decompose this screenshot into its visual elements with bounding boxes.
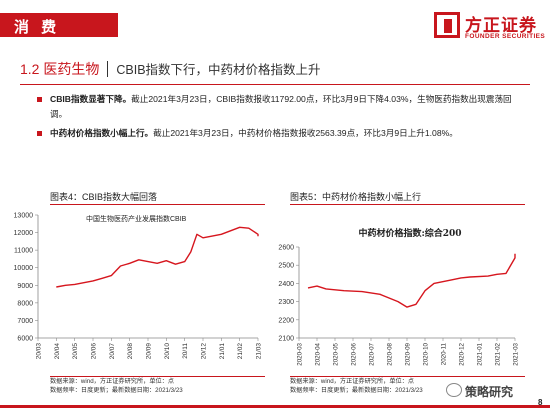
bullet-bold: CBIB指数显著下降。 <box>50 94 132 104</box>
x-tick-label: 21/03 <box>256 343 263 360</box>
figure-4-frequency-line: 数据频率：日度更新；最新数据日期：2021/3/23 <box>50 386 183 394</box>
x-tick-label: 2021-03 <box>513 342 520 365</box>
x-tick-label: 20/10 <box>164 343 171 360</box>
title-rule <box>20 84 530 85</box>
bullet-item: 中药材价格指数小幅上行。截止2021年3月23日，中药材价格指数报收2563.3… <box>37 126 517 141</box>
x-tick-label: 20/05 <box>72 343 79 360</box>
x-tick-label: 20/08 <box>127 343 134 360</box>
x-tick-label: 2020-12 <box>459 342 466 365</box>
x-tick-label: 2020-07 <box>369 342 376 365</box>
figure-4-source: 数据来源：wind，方正证券研究所，单位：点 数据频率：日度更新；最新数据日期：… <box>50 378 183 395</box>
y-tick-label: 13000 <box>14 213 34 220</box>
figure-5-source-line: 数据来源：wind，方正证券研究所，单位：点 <box>290 378 415 385</box>
x-tick-label: 20/03 <box>36 343 43 360</box>
logo-mark-icon <box>434 12 460 38</box>
x-tick-label: 20/12 <box>201 343 208 360</box>
x-tick-label: 2021-02 <box>495 342 502 365</box>
figure-4-source-line: 数据来源：wind，方正证券研究所，单位：点 <box>50 378 175 385</box>
figure-5-bottom-rule <box>290 376 525 377</box>
figure-4-rule <box>50 204 265 205</box>
x-tick-label: 2020-08 <box>387 342 394 365</box>
bullet-text: 截止2021年3月23日，CBIB指数报收11792.00点，环比3月9日下降4… <box>50 94 512 119</box>
cbib-chart: 中国生物医药产业发展指数CBIB 6000 7000 8000 9000 10000 110… <box>14 213 263 360</box>
x-tick-label: 2021-01 <box>477 342 484 365</box>
sector-tag: 消 费 <box>0 13 118 37</box>
y-tick-label: 2200 <box>278 317 294 324</box>
y-tick-label: 2500 <box>278 263 294 270</box>
y-tick-label: 12000 <box>14 230 34 237</box>
x-tick-label: 2020-11 <box>441 342 448 365</box>
y-tick-label: 6000 <box>17 336 33 343</box>
x-tick-label: 2020-06 <box>351 342 358 365</box>
page-number: 8 <box>538 398 543 407</box>
bullet-item: CBIB指数显著下降。截止2021年3月23日，CBIB指数报收11792.00… <box>37 92 517 122</box>
x-tick-label: 20/09 <box>146 343 153 360</box>
y-tick-label: 2600 <box>278 245 294 252</box>
x-tick-label: 2020-03 <box>297 342 304 365</box>
company-logo: 方正证券 FOUNDER SECURITIES <box>434 10 546 44</box>
figure-5-source: 数据来源：wind，方正证券研究所，单位：点 数据频率：日度更新；最新数据日期：… <box>290 378 423 395</box>
x-tick-label: 21/02 <box>237 343 244 360</box>
section-subtitle: CBIB指数下行，中药材价格指数上升 <box>116 63 321 77</box>
x-tick-label: 2020-05 <box>333 342 340 365</box>
bullet-text: 截止2021年3月23日，中药材价格指数报收2563.39点，环比3月9日上升1… <box>153 128 458 138</box>
x-tick-label: 2020-10 <box>423 342 430 365</box>
y-tick-label: 7000 <box>17 318 33 325</box>
x-tick-label: 21/01 <box>219 343 226 360</box>
figure-4-title: 图表4：CBIB指数大幅回落 <box>50 192 158 202</box>
section-title: 1.2 医药生物 CBIB指数下行，中药材价格指数上升 <box>20 59 321 81</box>
x-tick-label: 2020-04 <box>315 342 322 365</box>
chart-title: 中药材价格指数:综合200 <box>358 227 461 239</box>
y-tick-label: 9000 <box>17 283 33 290</box>
figure-5-title: 图表5：中药材价格指数小幅上行 <box>290 192 422 202</box>
page-header: 消 费 方正证券 FOUNDER SECURITIES <box>0 0 550 50</box>
bullet-bold: 中药材价格指数小幅上行。 <box>50 128 154 138</box>
y-tick-label: 8000 <box>17 300 33 307</box>
y-tick-label: 2300 <box>278 299 294 306</box>
herbal-chart: 中药材价格指数:综合200 2100 2200 2300 2400 2500 2600 202… <box>278 227 520 366</box>
figure-5-frequency-line: 数据频率：日度更新；最新数据日期：2021/3/23 <box>290 386 423 394</box>
logo-cn-text: 方正证券 <box>465 16 537 35</box>
y-tick-label: 2400 <box>278 281 294 288</box>
y-tick-label: 2100 <box>278 336 294 343</box>
x-tick-label: 20/11 <box>182 343 189 359</box>
figure-4-bottom-rule <box>50 376 265 377</box>
x-tick-label: 20/06 <box>91 343 98 360</box>
watermark: 策略研究 <box>465 385 514 399</box>
section-divider <box>107 61 109 77</box>
series-line <box>307 253 516 308</box>
section-number-title: 1.2 医药生物 <box>20 61 100 77</box>
logo-en-text: FOUNDER SECURITIES <box>465 33 546 40</box>
y-tick-label: 10000 <box>14 265 34 272</box>
x-tick-label: 2020-09 <box>405 342 412 365</box>
bottom-rule <box>0 405 550 408</box>
x-tick-label: 20/07 <box>109 343 116 360</box>
sector-label: 消 费 <box>14 19 61 36</box>
y-tick-label: 11000 <box>14 248 33 255</box>
wechat-icon <box>446 383 462 397</box>
chart-title: 中国生物医药产业发展指数CBIB <box>86 214 187 223</box>
x-tick-label: 20/04 <box>54 343 61 360</box>
figure-5-rule <box>290 204 525 205</box>
series-line <box>56 226 259 288</box>
bullet-list: CBIB指数显著下降。截止2021年3月23日，CBIB指数报收11792.00… <box>37 92 517 145</box>
